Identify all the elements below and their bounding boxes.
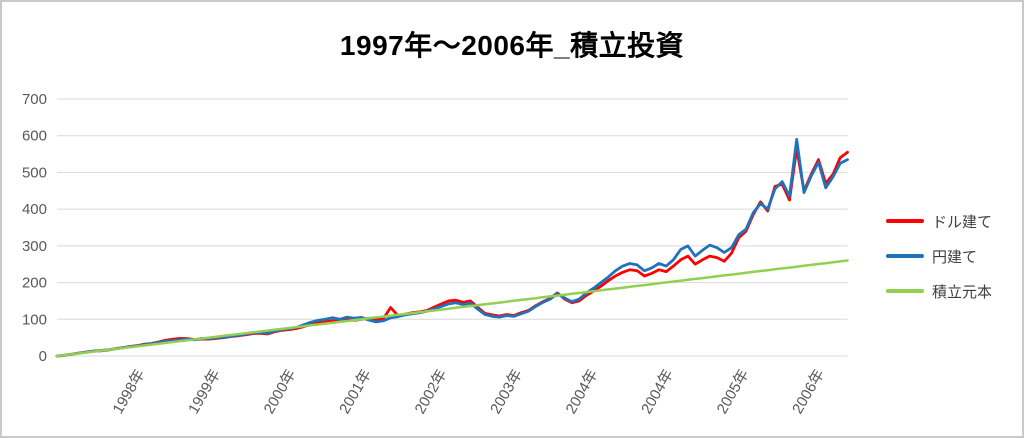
x-axis-tick-label: 1999年 <box>185 367 224 417</box>
legend-item-yen: 円建て <box>886 247 992 266</box>
x-axis-tick-label: 2003年 <box>487 367 526 417</box>
red-line-swatch-icon <box>886 219 924 223</box>
x-axis-tick-label: 2001年 <box>336 367 375 417</box>
series-line-1 <box>55 137 849 358</box>
x-axis-tick-label: 1998年 <box>110 367 149 417</box>
y-axis-tick-label: 700 <box>22 91 47 108</box>
y-axis-tick-label: 300 <box>22 238 47 255</box>
blue-line-swatch-icon <box>886 254 924 258</box>
x-axis-tick-label: 2000年 <box>261 367 300 417</box>
y-axis-tick-label: 500 <box>22 164 47 181</box>
y-axis-tick-label: 400 <box>22 201 47 218</box>
legend-item-principal: 積立元本 <box>886 282 993 301</box>
x-axis-tick-label: 2004年 <box>563 367 602 417</box>
x-axis-tick-label: 2005年 <box>714 367 753 417</box>
green-line-swatch-icon <box>886 289 924 293</box>
chart-title: 1997年～2006年_積立投資 <box>339 30 685 61</box>
legend-label-dollar: ドル建て <box>932 213 993 231</box>
x-axis-tick-label: 2002年 <box>412 367 451 417</box>
legend: ドル建て 円建て 積立元本 <box>886 212 992 317</box>
legend-item-dollar: ドル建て <box>886 212 993 231</box>
x-axis-tick-label: 2004年 <box>638 367 677 417</box>
x-axis-tick-label: 2006年 <box>789 367 828 417</box>
y-axis-tick-label: 600 <box>22 128 47 145</box>
series-line-2 <box>55 259 849 358</box>
y-axis-tick-label: 0 <box>39 348 47 365</box>
legend-label-principal: 積立元本 <box>932 283 993 301</box>
y-axis-tick-label: 200 <box>22 275 47 292</box>
series-line-0 <box>55 147 849 358</box>
legend-label-yen: 円建て <box>932 248 978 266</box>
y-axis-tick-label: 100 <box>22 311 47 328</box>
